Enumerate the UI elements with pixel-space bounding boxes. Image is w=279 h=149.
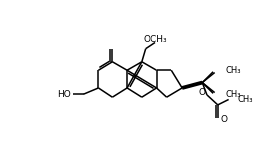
Text: O: O — [198, 88, 205, 97]
Text: HO: HO — [57, 90, 71, 99]
Text: CH₃: CH₃ — [225, 66, 241, 75]
Text: OCH₃: OCH₃ — [143, 35, 167, 44]
Text: CH₃: CH₃ — [238, 95, 253, 104]
Text: CH₃: CH₃ — [225, 90, 241, 99]
Text: O: O — [221, 115, 228, 124]
